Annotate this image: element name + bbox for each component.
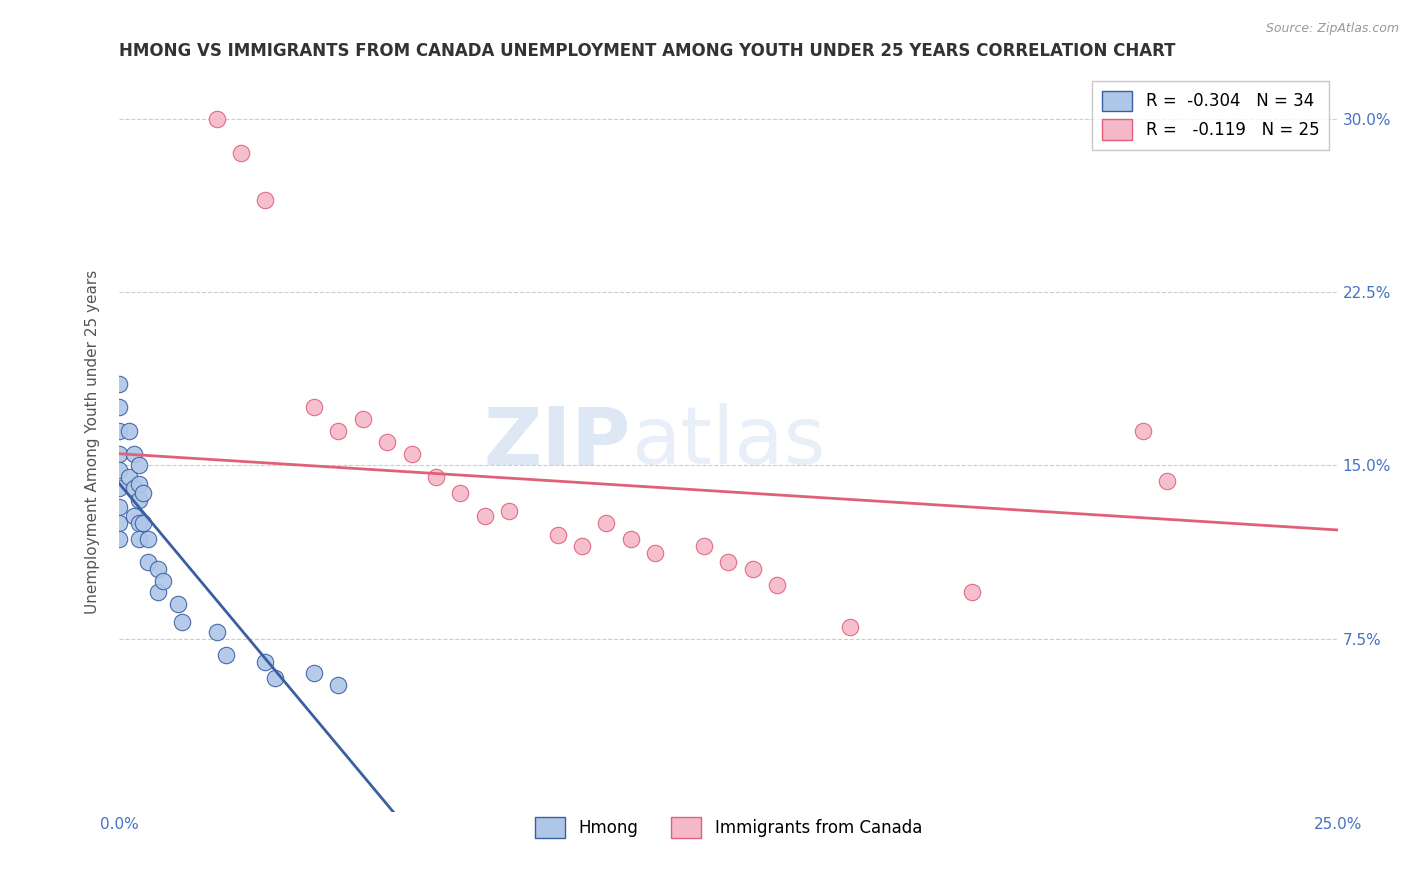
Point bbox=[136, 532, 159, 546]
Point bbox=[302, 666, 325, 681]
Legend: Hmong, Immigrants from Canada: Hmong, Immigrants from Canada bbox=[529, 811, 928, 844]
Point bbox=[254, 655, 277, 669]
Point bbox=[449, 486, 471, 500]
Text: HMONG VS IMMIGRANTS FROM CANADA UNEMPLOYMENT AMONG YOUTH UNDER 25 YEARS CORRELAT: HMONG VS IMMIGRANTS FROM CANADA UNEMPLOY… bbox=[120, 42, 1175, 60]
Point bbox=[328, 678, 350, 692]
Point bbox=[960, 585, 983, 599]
Point bbox=[122, 481, 145, 495]
Point bbox=[229, 146, 252, 161]
Point bbox=[146, 585, 169, 599]
Text: Source: ZipAtlas.com: Source: ZipAtlas.com bbox=[1265, 22, 1399, 36]
Point bbox=[172, 615, 194, 630]
Point bbox=[108, 424, 131, 438]
Point bbox=[132, 516, 155, 530]
Point bbox=[595, 516, 617, 530]
Point bbox=[717, 555, 740, 569]
Point bbox=[375, 435, 398, 450]
Point bbox=[498, 504, 520, 518]
Point bbox=[215, 648, 238, 662]
Point bbox=[108, 447, 131, 461]
Point bbox=[474, 509, 496, 524]
Point bbox=[146, 562, 169, 576]
Point bbox=[547, 527, 569, 541]
Point bbox=[328, 424, 350, 438]
Point bbox=[644, 546, 666, 560]
Point bbox=[205, 112, 228, 126]
Point bbox=[352, 412, 374, 426]
Point bbox=[108, 516, 131, 530]
Point bbox=[108, 401, 131, 415]
Point bbox=[108, 500, 131, 514]
Point bbox=[693, 539, 716, 553]
Y-axis label: Unemployment Among Youth under 25 years: Unemployment Among Youth under 25 years bbox=[86, 270, 100, 615]
Point bbox=[254, 193, 277, 207]
Point bbox=[108, 377, 131, 392]
Point bbox=[1132, 424, 1154, 438]
Point bbox=[302, 401, 325, 415]
Point bbox=[166, 597, 188, 611]
Point bbox=[128, 458, 150, 473]
Point bbox=[108, 481, 131, 495]
Text: atlas: atlas bbox=[631, 403, 825, 481]
Point bbox=[132, 486, 155, 500]
Point bbox=[571, 539, 593, 553]
Point bbox=[401, 447, 423, 461]
Point bbox=[118, 470, 141, 484]
Point bbox=[136, 555, 159, 569]
Point bbox=[108, 532, 131, 546]
Point bbox=[152, 574, 174, 588]
Point bbox=[205, 624, 228, 639]
Point bbox=[118, 424, 141, 438]
Point bbox=[128, 516, 150, 530]
Point bbox=[839, 620, 862, 634]
Point bbox=[128, 492, 150, 507]
Point bbox=[128, 476, 150, 491]
Point bbox=[766, 578, 789, 592]
Point bbox=[1156, 475, 1178, 489]
Point bbox=[108, 463, 131, 477]
Point bbox=[128, 532, 150, 546]
Point bbox=[425, 470, 447, 484]
Point bbox=[264, 671, 287, 685]
Point bbox=[122, 447, 145, 461]
Text: ZIP: ZIP bbox=[484, 403, 631, 481]
Point bbox=[620, 532, 643, 546]
Point bbox=[122, 509, 145, 524]
Point bbox=[741, 562, 763, 576]
